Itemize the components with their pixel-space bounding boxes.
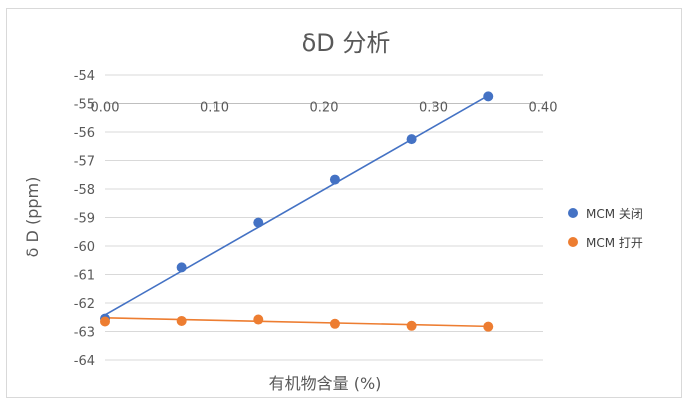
y-tick-label: -60 bbox=[74, 240, 95, 255]
axis-layer: -54 -55 -56 -57 -58 -59 -60 -61 -62 -63 -64 0.00 0.1… bbox=[74, 69, 558, 369]
series-0-point bbox=[253, 217, 264, 228]
legend-marker-1 bbox=[568, 237, 578, 247]
series-layer bbox=[100, 91, 494, 332]
series-1-point bbox=[483, 321, 494, 332]
y-tick-label: -54 bbox=[74, 69, 95, 84]
y-tick-label: -61 bbox=[74, 269, 95, 284]
x-tick-label: 0.40 bbox=[529, 101, 558, 116]
y-tick-label: -62 bbox=[74, 297, 95, 312]
x-tick-label: 0.20 bbox=[310, 101, 339, 116]
x-axis-title: 有机物含量 (%) bbox=[269, 374, 382, 393]
series-0-trendline bbox=[104, 94, 489, 316]
y-tick-label: -57 bbox=[74, 155, 95, 170]
y-tick-label: -55 bbox=[74, 98, 95, 113]
x-tick-label: 0.10 bbox=[200, 101, 229, 116]
series-1-point bbox=[329, 318, 340, 329]
y-tick-label: -64 bbox=[74, 354, 95, 369]
y-tick-label: -56 bbox=[74, 126, 95, 141]
series-1-point bbox=[253, 314, 264, 325]
y-tick-label: -59 bbox=[74, 212, 95, 227]
series-1-trendline bbox=[104, 317, 489, 328]
y-tick-label: -58 bbox=[74, 183, 95, 198]
y-tick-label: -63 bbox=[74, 326, 95, 341]
series-0-point bbox=[329, 174, 340, 185]
series-0-point bbox=[483, 91, 494, 102]
chart-title: δD 分析 bbox=[302, 29, 391, 57]
grid-layer bbox=[105, 74, 543, 361]
x-tick-label: 0.00 bbox=[91, 101, 120, 116]
series-1-point bbox=[176, 315, 187, 326]
legend-marker-0 bbox=[568, 208, 578, 218]
series-0-point bbox=[406, 134, 417, 145]
chart-frame bbox=[6, 8, 682, 398]
x-tick-label: 0.30 bbox=[419, 101, 448, 116]
series-1-point bbox=[100, 316, 110, 327]
legend-label-0: MCM 关闭 bbox=[586, 207, 643, 221]
legend-label-1: MCM 打开 bbox=[586, 236, 643, 250]
legend: MCM 关闭 MCM 打开 bbox=[568, 207, 643, 250]
y-axis-title: δ D (ppm) bbox=[23, 177, 42, 258]
series-0-point bbox=[176, 262, 187, 273]
series-1-point bbox=[406, 320, 417, 331]
